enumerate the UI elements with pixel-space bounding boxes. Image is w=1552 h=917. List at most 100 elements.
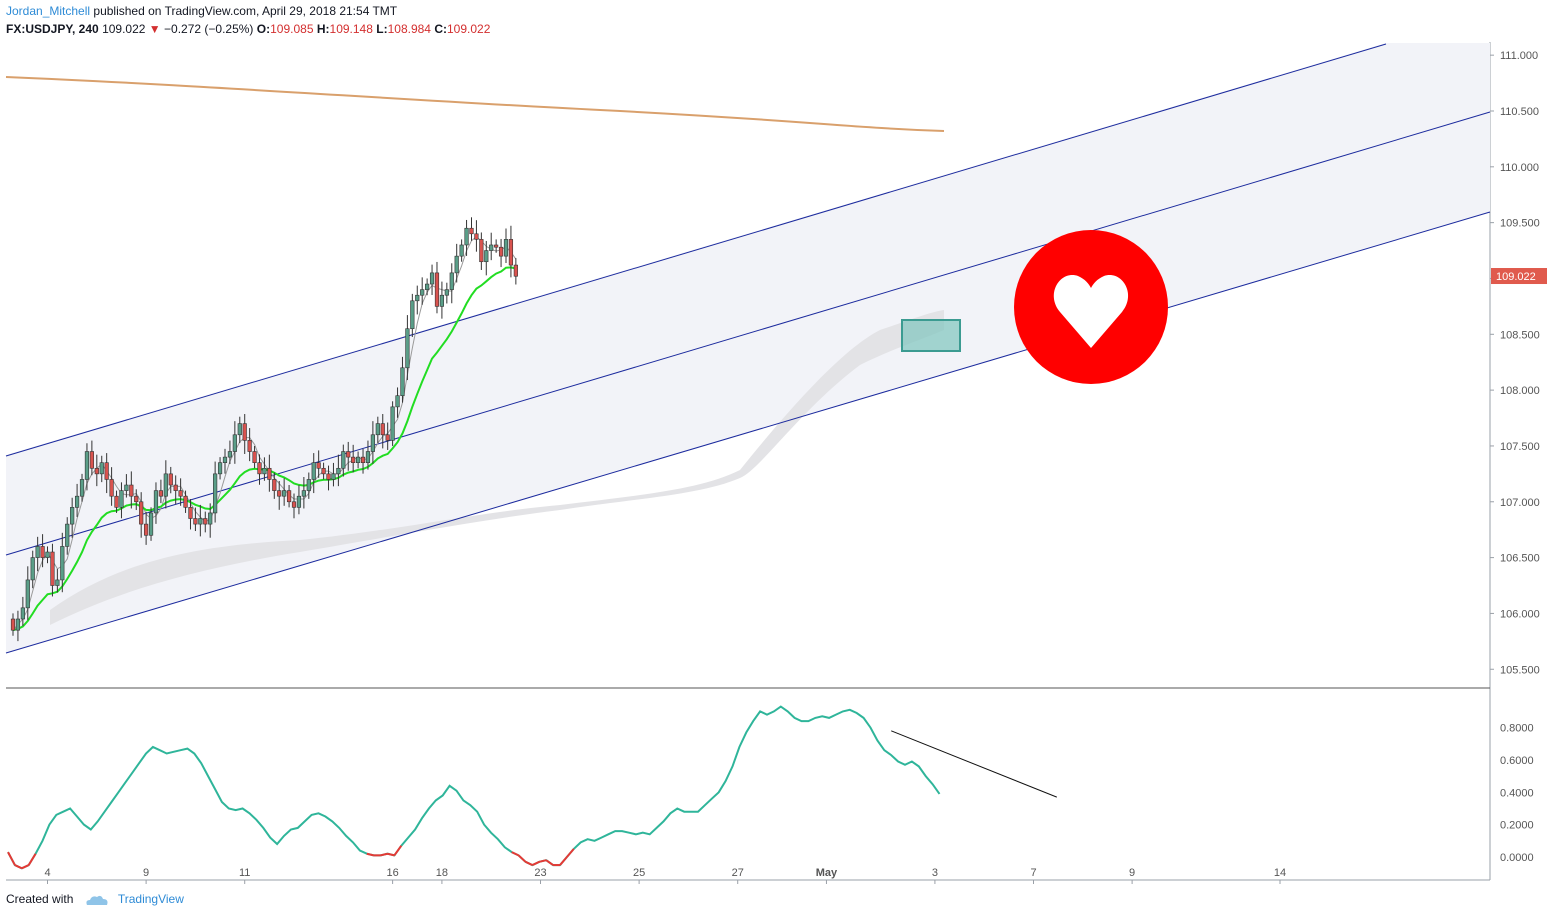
close-label: C: (434, 22, 447, 36)
candle-body (40, 546, 45, 558)
last-price-tag (1491, 268, 1547, 285)
oscillator-low-segment (559, 856, 568, 866)
footer: Created with TradingView (6, 891, 184, 908)
osc-tick-label: 0.8000 (1500, 723, 1534, 735)
author-link[interactable]: Jordan_Mitchell (6, 4, 91, 18)
candle-body (479, 239, 484, 263)
candle-body (104, 462, 109, 480)
down-arrow-icon: ▼ (148, 22, 161, 36)
candle-body (464, 227, 469, 246)
candle-body (355, 456, 361, 463)
candle-body (198, 518, 203, 525)
candle-body (252, 451, 257, 463)
candle-body (94, 467, 99, 475)
time-tick-label: 27 (732, 867, 744, 879)
candle-body (70, 507, 75, 525)
candle-body (286, 490, 292, 503)
candle-body (425, 283, 430, 290)
candle-body (217, 462, 223, 475)
candle-body (173, 484, 178, 491)
candle-body (503, 239, 509, 257)
candle-body (301, 490, 306, 497)
candle-body (272, 479, 277, 491)
oscillator-low-segment (380, 852, 388, 857)
last-price-label: 109.022 (1496, 271, 1536, 283)
last-price: 109.022 (102, 22, 146, 36)
low-value: 108.984 (387, 22, 431, 36)
price-tick-label: 107.500 (1500, 441, 1540, 453)
time-tick-label: 14 (1274, 867, 1286, 879)
candle-body (153, 490, 159, 514)
time-tick-label: 11 (239, 867, 250, 879)
channel-middle-line (5, 111, 1491, 556)
candle-body (247, 440, 252, 452)
candle-body (267, 467, 272, 480)
candle-body (321, 467, 326, 475)
candle-body (50, 551, 55, 586)
candle-body (277, 490, 282, 497)
candle-body (296, 495, 302, 508)
time-tick-label: 25 (633, 867, 645, 879)
oscillator-low-segment (14, 864, 23, 870)
candle-body (10, 618, 16, 631)
candle-body (400, 367, 405, 397)
candle-body (459, 244, 464, 257)
candle-body (74, 495, 80, 508)
candle-body (449, 272, 454, 290)
candle-body (375, 423, 380, 436)
candle-body (434, 272, 440, 307)
created-with-text: Created with (6, 892, 74, 906)
candle-body (454, 255, 459, 274)
time-tick-label: 7 (1030, 867, 1036, 879)
cloud-band (50, 310, 944, 625)
candle-body (213, 473, 218, 514)
time-tick-label: 9 (143, 867, 149, 879)
candle-body (178, 490, 183, 497)
candle-body (326, 473, 331, 480)
price-tick-label: 111.000 (1500, 50, 1538, 62)
price-tick-label: 108.000 (1500, 385, 1540, 397)
candle-body (148, 512, 154, 536)
price-tick-label: 108.500 (1500, 329, 1540, 341)
oscillator-low-segment (387, 852, 395, 857)
candle-body (498, 246, 504, 257)
oscillator-low-segment (27, 853, 37, 866)
oscillator-low-segment (566, 848, 575, 858)
candle-body (65, 523, 70, 547)
candle-body (365, 451, 371, 463)
candle-body (203, 518, 208, 525)
candle-body (15, 618, 21, 631)
publish-info: published on TradingView.com, April 29, … (93, 4, 398, 18)
candle-body (385, 434, 390, 441)
price-tick-label: 110.500 (1500, 106, 1539, 118)
tradingview-link[interactable]: TradingView (117, 892, 184, 906)
price-tick-label: 109.500 (1500, 218, 1540, 230)
high-value: 109.148 (329, 22, 373, 36)
candle-body (114, 495, 119, 508)
channel-fill (6, 43, 1490, 653)
candle-body (227, 451, 233, 458)
candle-body (79, 479, 85, 497)
demand-zone (901, 319, 961, 352)
candle-body (405, 328, 410, 369)
oscillator-low-segment (531, 860, 540, 866)
oscillator-low-segment (545, 859, 554, 866)
osc-tick-label: 0.2000 (1500, 820, 1534, 832)
candle-body (158, 490, 164, 497)
oscillator-line (7, 705, 941, 870)
candle-body (60, 546, 65, 581)
candle-body (474, 233, 479, 240)
candle-body (163, 473, 168, 497)
time-tick-label: 3 (932, 867, 938, 879)
time-axis: 4 9 11 16 18 23 25 27 May 3 7 9 14 (44, 867, 1286, 884)
tradingview-cloud-icon (86, 895, 108, 905)
candle-body (306, 479, 311, 491)
candle-body (380, 423, 385, 436)
divergence-line (891, 730, 1057, 798)
candle-body (311, 462, 316, 480)
candle-body (469, 227, 474, 235)
symbol-name[interactable]: FX:USDJPY, 240 (6, 22, 99, 36)
candle-body (494, 244, 499, 248)
time-tick-label: 16 (386, 867, 398, 879)
